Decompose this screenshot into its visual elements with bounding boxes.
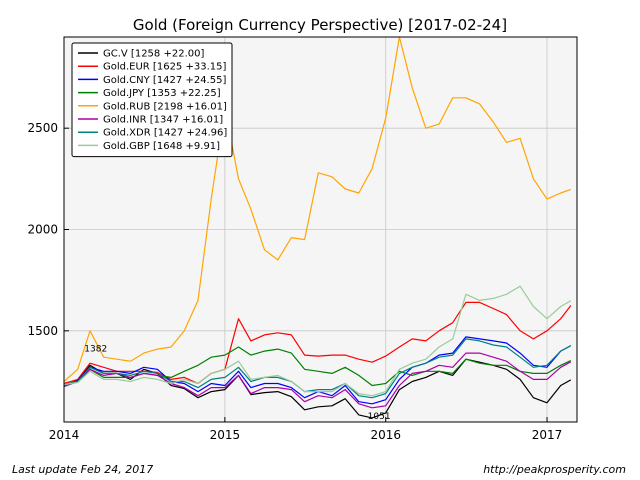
x-tick-label: 2015: [210, 428, 241, 442]
chart-title: Gold (Foreign Currency Perspective) [201…: [133, 16, 507, 34]
annotation-label: 1382: [84, 345, 107, 355]
legend-label: Gold.XDR [1427 +24.96]: [103, 128, 227, 139]
series-line-6: [63, 352, 572, 409]
legend-label: GC.V [1258 +22.00]: [103, 49, 204, 60]
legend-label: Gold.INR [1347 +16.01]: [103, 115, 223, 126]
plot-area: 2014 2015 2016 2017 1500 2000 2500 1382 1051 GC.V…: [27, 36, 578, 442]
legend-label: Gold.GBP [1648 +9.91]: [103, 141, 220, 152]
x-tick-label: 2016: [370, 428, 401, 442]
series-line-8: [63, 285, 572, 397]
x-tick-label: 2014: [49, 428, 80, 442]
legend-label: Gold.EUR [1625 +33.15]: [103, 62, 226, 73]
legend-label: Gold.RUB [2198 +16.01]: [103, 101, 227, 112]
footer-last-update: Last update Feb 24, 2017: [12, 463, 153, 476]
series-line-5: [63, 36, 572, 382]
footer-url: http://peakprosperity.com: [483, 463, 626, 476]
x-tick-label: 2017: [532, 428, 563, 442]
annotation-label: 1051: [368, 412, 391, 422]
y-tick-label: 2000: [27, 223, 58, 237]
y-tick-label: 1500: [27, 324, 58, 338]
y-tick-label: 2500: [27, 121, 58, 135]
plot-frame: [63, 36, 578, 423]
legend-label: Gold.JPY [1353 +22.25]: [103, 88, 221, 99]
series-line-7: [63, 338, 572, 399]
legend-label: Gold.CNY [1427 +24.55]: [103, 75, 226, 86]
legend-box: [71, 42, 233, 158]
